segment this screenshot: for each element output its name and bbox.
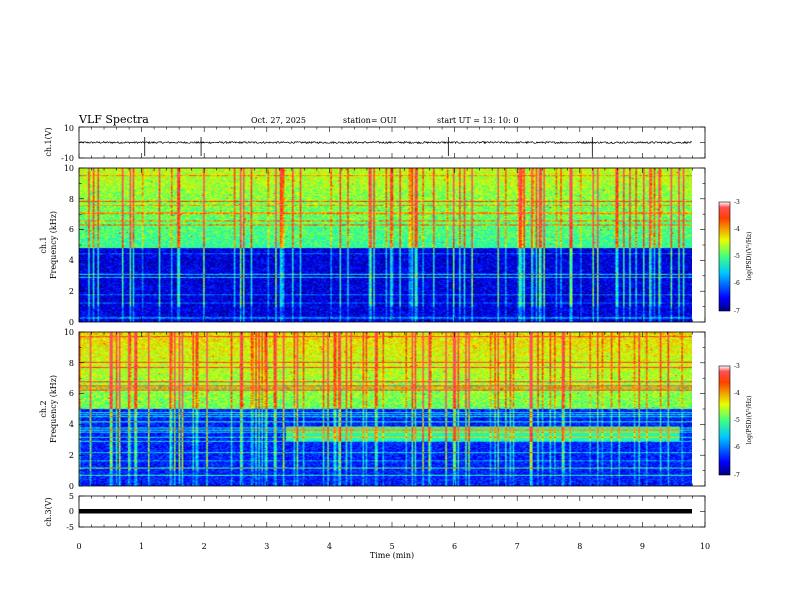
ch1-colorbar: -3 -4 -5 -6 -7 log(PSD)(V²/Hz): [718, 199, 753, 315]
x-tick-9: 9: [640, 542, 645, 551]
station-label: station= OUI: [343, 116, 397, 125]
axis-ticks: [78, 126, 706, 528]
ch2-colorbar: -3 -4 -5 -6 -7 log(PSD)(V²/Hz): [718, 363, 753, 479]
ch1-cbar-tick-m7: -7: [734, 308, 740, 315]
x-tick-8: 8: [577, 542, 582, 551]
ch2-cbar-tick-m4: -4: [734, 390, 740, 397]
x-tick-4: 4: [327, 542, 332, 551]
ch1-cbar-tick-m3: -3: [734, 199, 740, 206]
ch1-colorbar-label: log(PSD)(V²/Hz): [746, 232, 753, 281]
ch3-ytick-mid: 0: [69, 507, 74, 516]
ch1-ylabel-channel: ch.1: [39, 236, 48, 253]
ch1-ytick-4: 4: [69, 256, 74, 265]
x-tick-6: 6: [452, 542, 457, 551]
x-tick-0: 0: [76, 542, 81, 551]
ch1-ytick-2: 2: [69, 287, 74, 296]
ch1-ylabel-frequency: Frequency (kHz): [49, 211, 58, 279]
x-tick-1: 1: [139, 542, 144, 551]
ch1-waveform-trace: [78, 140, 693, 145]
x-tick-7: 7: [515, 542, 520, 551]
ch2-ytick-6: 6: [69, 389, 74, 398]
x-tick-10: 10: [700, 542, 710, 551]
date-label: Oct. 27, 2025: [251, 116, 306, 125]
ch1-ytick-6: 6: [69, 225, 74, 234]
x-tick-5: 5: [389, 542, 394, 551]
ch1-ytick-10: 10: [64, 164, 74, 173]
start-time-label: start UT = 13: 10: 0: [437, 116, 518, 125]
ch2-spectrogram-image: [79, 332, 692, 486]
ch2-ylabel-channel: ch.2: [39, 400, 48, 417]
ch1-spikes: [144, 137, 593, 156]
ch3-ytick-bottom: -5: [66, 523, 74, 532]
ch2-ytick-10: 10: [64, 328, 74, 337]
ch2-cbar-tick-m6: -6: [734, 444, 740, 451]
ch1-cbar-tick-m5: -5: [734, 253, 740, 260]
ch3-ylabel: ch.3(V): [44, 497, 53, 526]
ch1-ytick-top: 10: [64, 124, 74, 133]
ch3-waveform-trace: [79, 509, 692, 514]
ch1-waveform-panel: 10 -10 ch.1(V): [44, 124, 706, 163]
ch1-colorbar-gradient: [718, 201, 731, 312]
ch2-colorbar-label: log(PSD)(V²/Hz): [746, 396, 753, 445]
ch3-waveform-panel: 5 0 -5 ch.3(V): [44, 492, 706, 532]
ch2-spectrogram-panel: 0 2 4 6 8 10 ch.2 Frequency (kHz): [39, 328, 706, 491]
ch2-cbar-tick-m7: -7: [734, 472, 740, 479]
ch3-ytick-top: 5: [69, 492, 74, 501]
x-tick-2: 2: [202, 542, 207, 551]
ch2-ytick-8: 8: [69, 359, 74, 368]
ch2-cbar-tick-m3: -3: [734, 363, 740, 370]
ch2-ytick-4: 4: [69, 420, 74, 429]
x-tick-3: 3: [264, 542, 269, 551]
ch2-colorbar-gradient: [718, 365, 731, 476]
figure-title: VLF Spectra: [78, 113, 149, 126]
ch1-ytick-8: 8: [69, 195, 74, 204]
ch1-cbar-tick-m6: -6: [734, 280, 740, 287]
ch2-ytick-0: 0: [69, 482, 74, 491]
ch1-ylabel: ch.1(V): [44, 127, 53, 156]
ch1-spectrogram-panel: 0 2 4 6 8 10 ch.1 Frequency (kHz): [39, 164, 706, 327]
ch1-ytick-bottom: -10: [61, 154, 74, 163]
ch1-spectrogram-image: [79, 168, 692, 322]
ch2-cbar-tick-m5: -5: [734, 417, 740, 424]
x-axis-label: Time (min): [370, 551, 414, 560]
ch1-ytick-0: 0: [69, 318, 74, 327]
ch2-ylabel-frequency: Frequency (kHz): [49, 375, 58, 443]
ch2-ytick-2: 2: [69, 451, 74, 460]
ch1-cbar-tick-m4: -4: [734, 226, 740, 233]
x-tick-labels: 0 1 2 3 4 5 6 7 8 9 10: [76, 542, 710, 551]
